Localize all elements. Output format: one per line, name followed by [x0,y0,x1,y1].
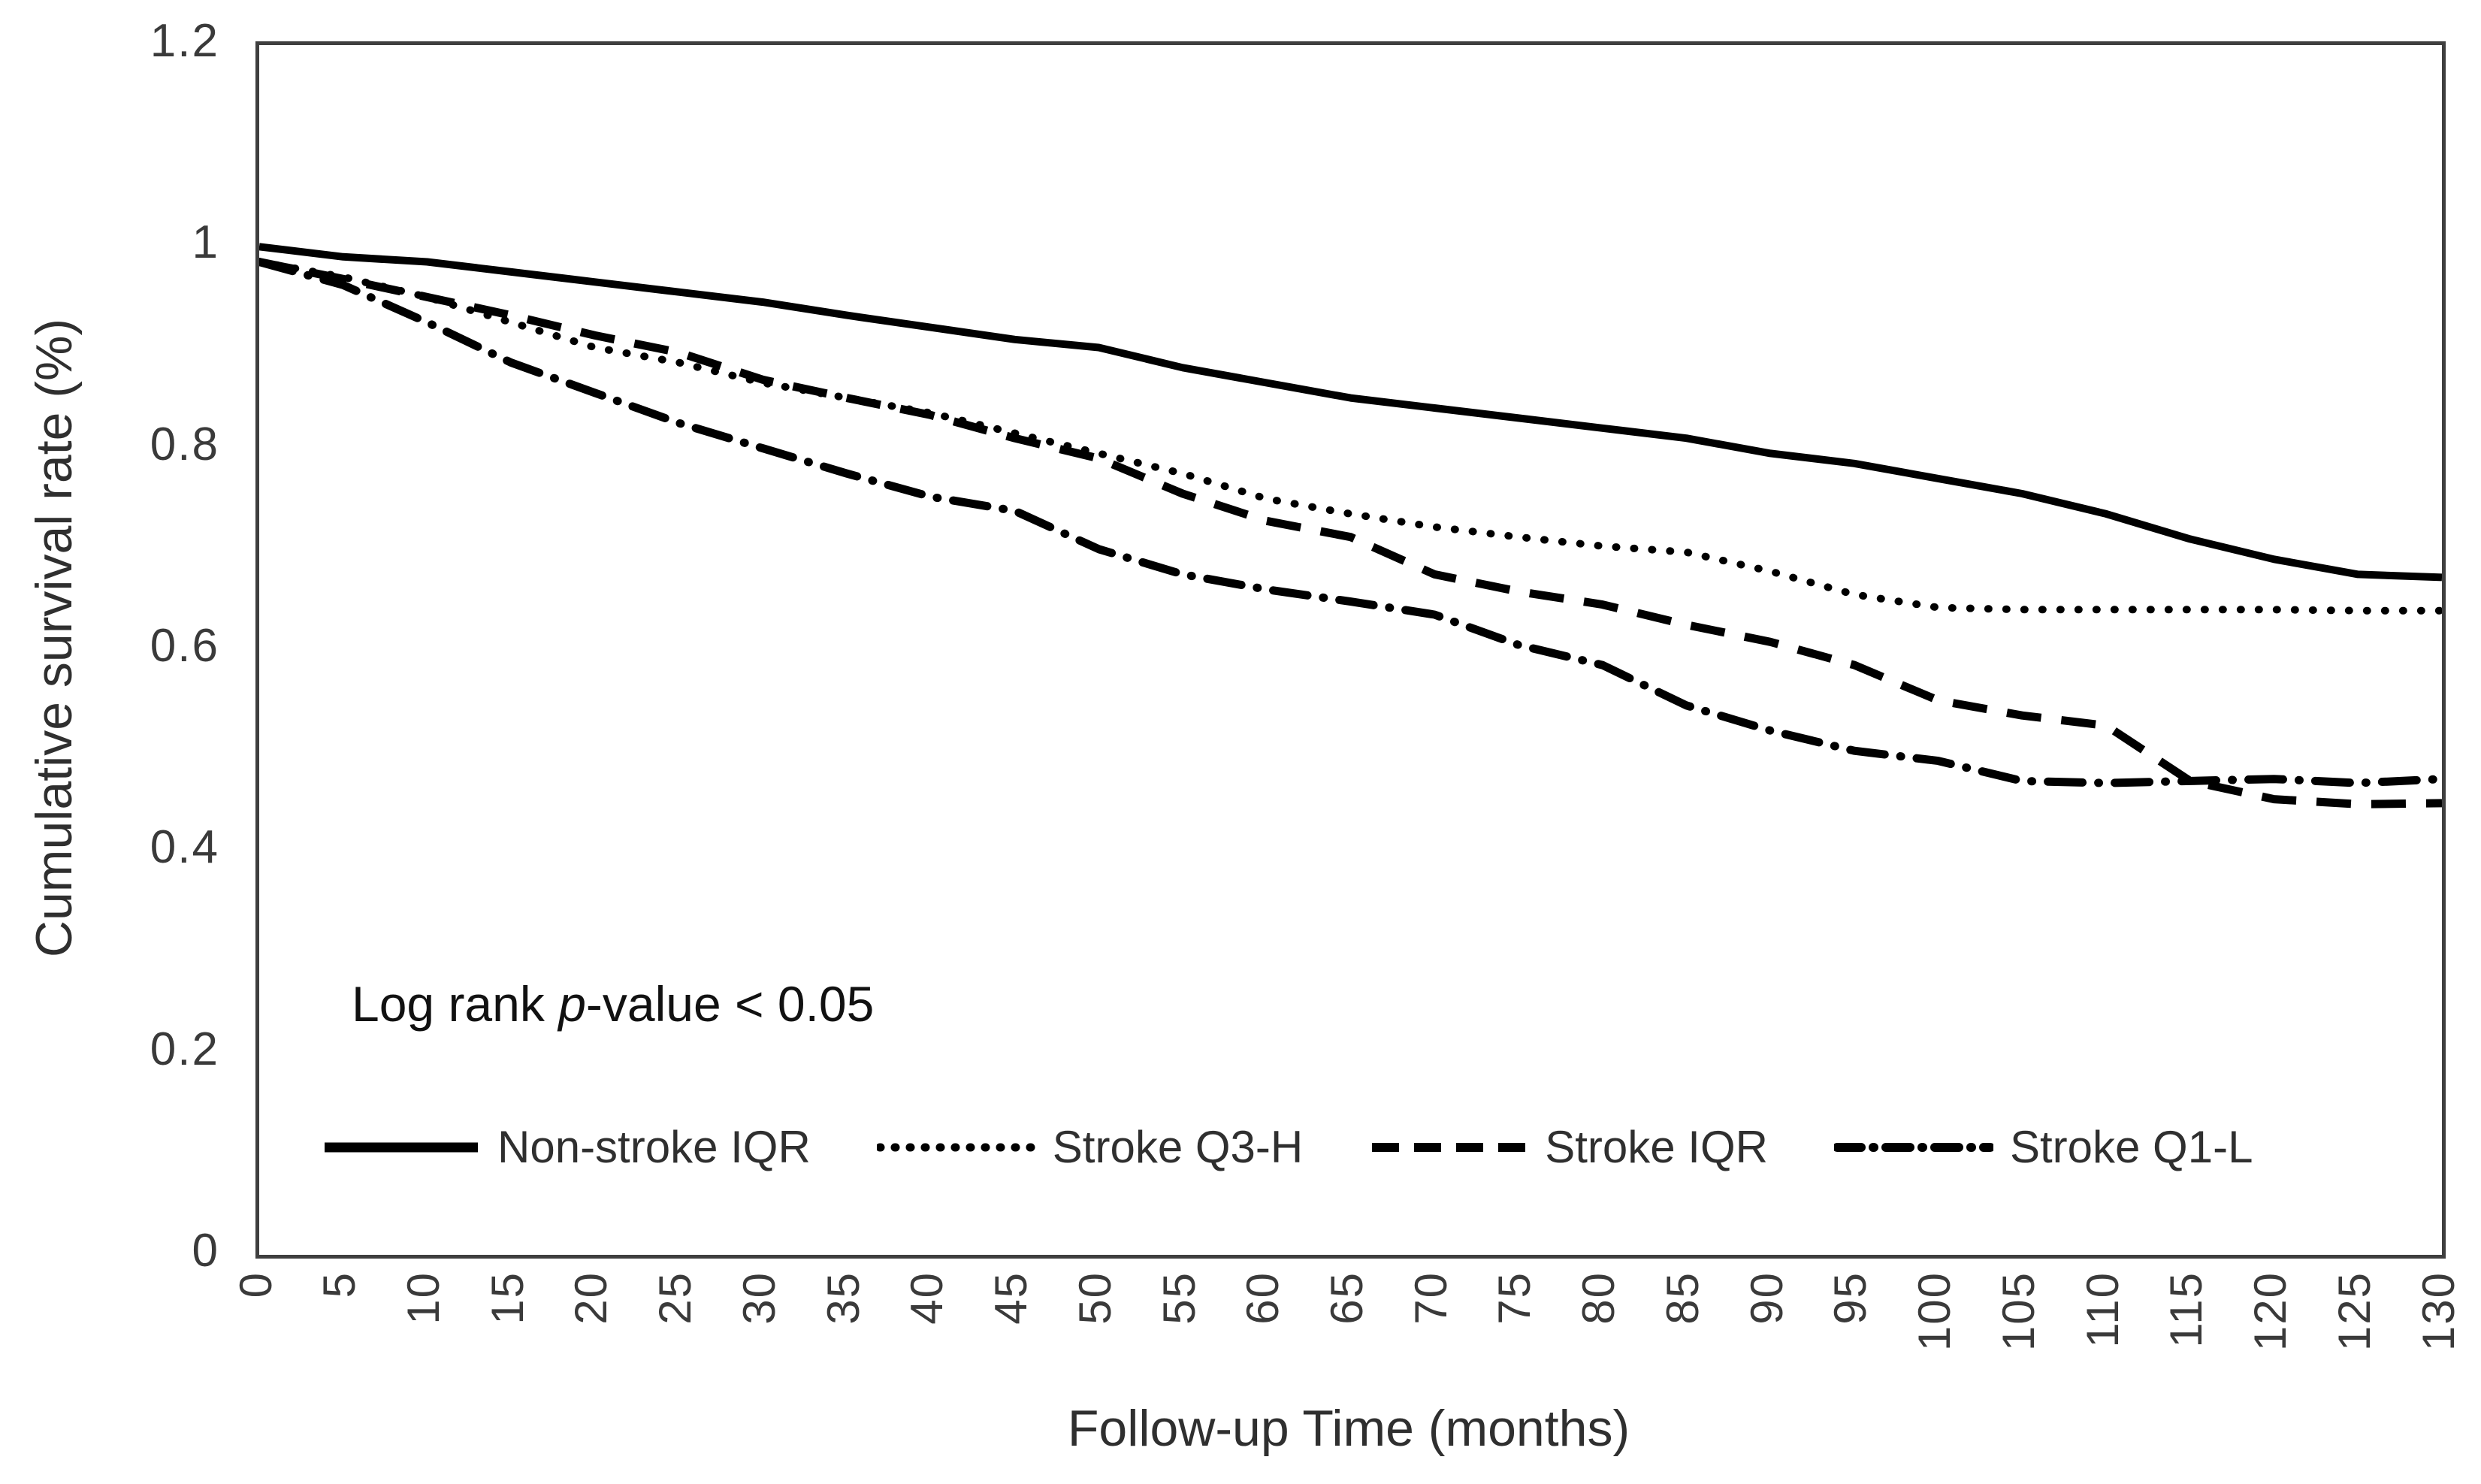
x-tick-label: 60 [1237,1271,1289,1325]
y-tick-label: 0.2 [150,1023,219,1075]
legend-line-sample-solid [325,1142,478,1152]
x-tick-label: 115 [2161,1271,2212,1348]
x-tick-label: 55 [1153,1271,1204,1325]
x-tick-label: 30 [733,1271,784,1325]
x-tick-label: 20 [566,1271,617,1325]
y-tick-label: 0.8 [150,418,219,470]
series-line-solid [259,243,2442,582]
x-tick-label: 105 [1993,1271,2044,1352]
x-tick-label: 15 [482,1271,533,1325]
x-tick-label: 40 [902,1271,953,1325]
series-line-dotted [259,258,2442,615]
legend-item: Stroke IQR [1369,1121,1768,1173]
legend-item: Stroke Q3-H [876,1121,1304,1173]
x-tick-label: 25 [650,1271,701,1325]
x-tick-label: 120 [2245,1271,2296,1352]
x-tick-label: 75 [1489,1271,1540,1325]
x-tick-label: 125 [2328,1271,2380,1352]
x-tick-label: 110 [2077,1271,2128,1348]
x-tick-label: 5 [314,1271,365,1298]
series-line-dashdot [259,258,2442,787]
legend-label: Stroke Q1-L [2009,1122,2253,1172]
legend-label: Non-stroke IQR [497,1122,811,1172]
x-tick-label: 65 [1322,1271,1372,1325]
plot-area [255,41,2446,1259]
x-axis-title: Follow-up Time (months) [1067,1400,1630,1457]
x-tick-label: 35 [817,1271,869,1325]
legend-line-sample-dotted [876,1143,1036,1151]
legend-label: Stroke IQR [1545,1122,1768,1172]
x-tick-label: 45 [986,1271,1037,1325]
y-tick-label: 0 [192,1225,219,1277]
series-line-dashed [259,258,2442,808]
y-tick-label: 0.6 [150,620,219,672]
x-tick-label: 10 [397,1271,449,1325]
legend-line-sample-dashed [1372,1142,1526,1152]
y-tick-label: 1.2 [150,15,219,67]
legend-label: Stroke Q3-H [1052,1122,1304,1172]
legend-line-sample-dashdot [1833,1142,1993,1152]
x-tick-label: 50 [1069,1271,1120,1325]
x-tick-label: 0 [230,1271,281,1298]
x-tick-label: 95 [1825,1271,1876,1325]
annotation-suffix: -value < 0.05 [585,976,875,1032]
x-tick-label: 90 [1741,1271,1792,1325]
x-tick-label: 85 [1657,1271,1708,1325]
x-tick-label: 70 [1405,1271,1456,1325]
legend: Non-stroke IQR Stroke Q3-H Stroke IQR Strok… [322,1121,2319,1173]
y-tick-label: 0.4 [150,821,219,874]
annotation-prefix: Log rank [352,976,559,1032]
y-tick-label: 1 [192,216,219,269]
legend-item: Stroke Q1-L [1833,1121,2253,1173]
log-rank-annotation: Log rank p-value < 0.05 [352,975,874,1032]
x-tick-label: 80 [1573,1271,1624,1325]
annotation-italic-p: p [558,976,586,1032]
x-tick-label: 100 [1909,1271,1960,1352]
x-tick-label: 130 [2413,1271,2464,1352]
legend-item: Non-stroke IQR [322,1121,811,1173]
